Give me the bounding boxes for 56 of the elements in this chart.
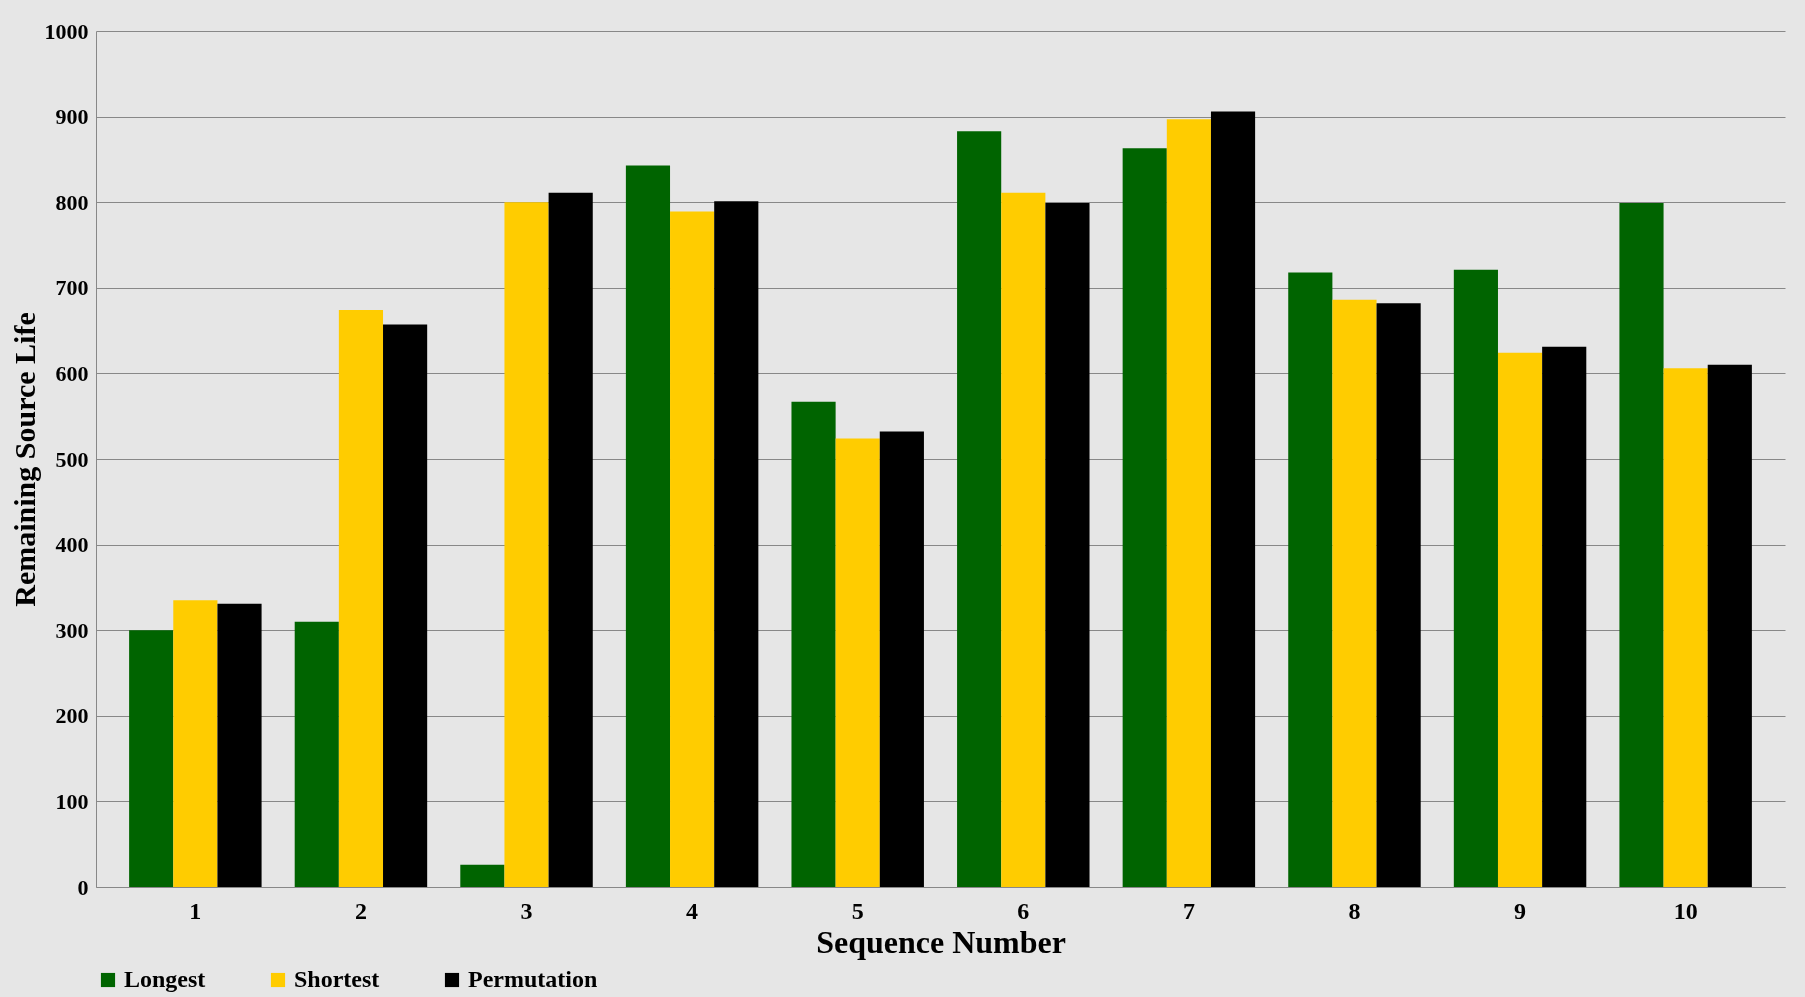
bar <box>1707 364 1752 887</box>
x-tick-label: 6 <box>1017 897 1030 924</box>
y-tick-label: 700 <box>55 275 89 301</box>
bar <box>217 603 262 887</box>
bar <box>548 192 593 887</box>
y-tick-label: 0 <box>77 874 89 900</box>
x-tick-label: 9 <box>1514 897 1527 924</box>
bar <box>1166 119 1211 887</box>
bar <box>1663 368 1708 887</box>
x-tick-label: 3 <box>520 897 533 924</box>
y-tick-label: 1000 <box>44 18 89 44</box>
bar <box>1497 352 1543 887</box>
bar <box>957 131 1002 887</box>
bar <box>1332 299 1377 887</box>
bar <box>1453 269 1498 887</box>
x-tick-label: 8 <box>1348 897 1361 924</box>
bar <box>338 310 384 887</box>
y-tick-label: 300 <box>55 617 89 643</box>
x-tick-label: 2 <box>354 897 367 924</box>
bar <box>383 324 428 887</box>
y-tick-label: 800 <box>55 189 89 215</box>
y-axis-title: Remaining Source Life <box>7 312 41 607</box>
bar <box>1210 111 1256 887</box>
x-axis-title: Sequence Number <box>816 923 1066 960</box>
bar <box>504 202 549 887</box>
y-tick-label: 100 <box>55 788 89 814</box>
bar <box>460 864 505 887</box>
x-tick-label: 4 <box>686 897 699 924</box>
bar <box>791 401 836 887</box>
bar <box>173 600 218 887</box>
bar <box>879 431 924 887</box>
bar <box>1542 346 1587 887</box>
y-tick-label: 400 <box>55 532 89 558</box>
x-tick-label: 7 <box>1182 897 1195 924</box>
y-tick-label: 200 <box>55 703 89 729</box>
bar <box>1619 203 1664 887</box>
y-tick-label: 500 <box>55 446 89 472</box>
bar <box>1045 203 1090 887</box>
bar <box>129 630 174 887</box>
bar <box>714 201 759 887</box>
bar <box>625 165 671 887</box>
bar <box>1376 303 1421 887</box>
y-tick-label: 900 <box>55 104 89 130</box>
bar <box>670 211 715 887</box>
legend-label: Shortest <box>294 966 380 992</box>
bar <box>1122 148 1167 887</box>
legend-label: Longest <box>124 966 206 992</box>
bar <box>835 438 880 887</box>
bar <box>294 621 339 887</box>
bar <box>1288 272 1333 887</box>
bar <box>1001 192 1046 887</box>
legend-label: Permutation <box>468 966 598 992</box>
x-tick-label: 5 <box>851 897 864 924</box>
x-tick-label: 1 <box>189 897 202 924</box>
y-tick-label: 600 <box>55 360 89 386</box>
x-tick-label: 10 <box>1673 897 1698 924</box>
